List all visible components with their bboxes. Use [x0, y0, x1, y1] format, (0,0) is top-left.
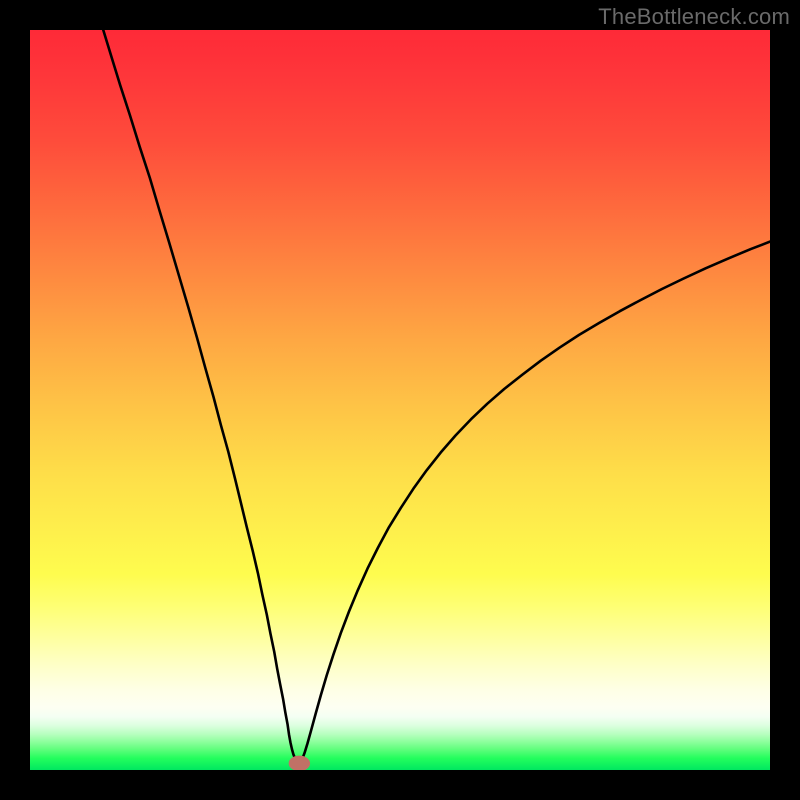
optimal-point-marker	[289, 756, 310, 772]
watermark-text: TheBottleneck.com	[598, 4, 790, 30]
chart-gradient-background	[30, 30, 770, 770]
bottleneck-chart	[0, 0, 800, 800]
